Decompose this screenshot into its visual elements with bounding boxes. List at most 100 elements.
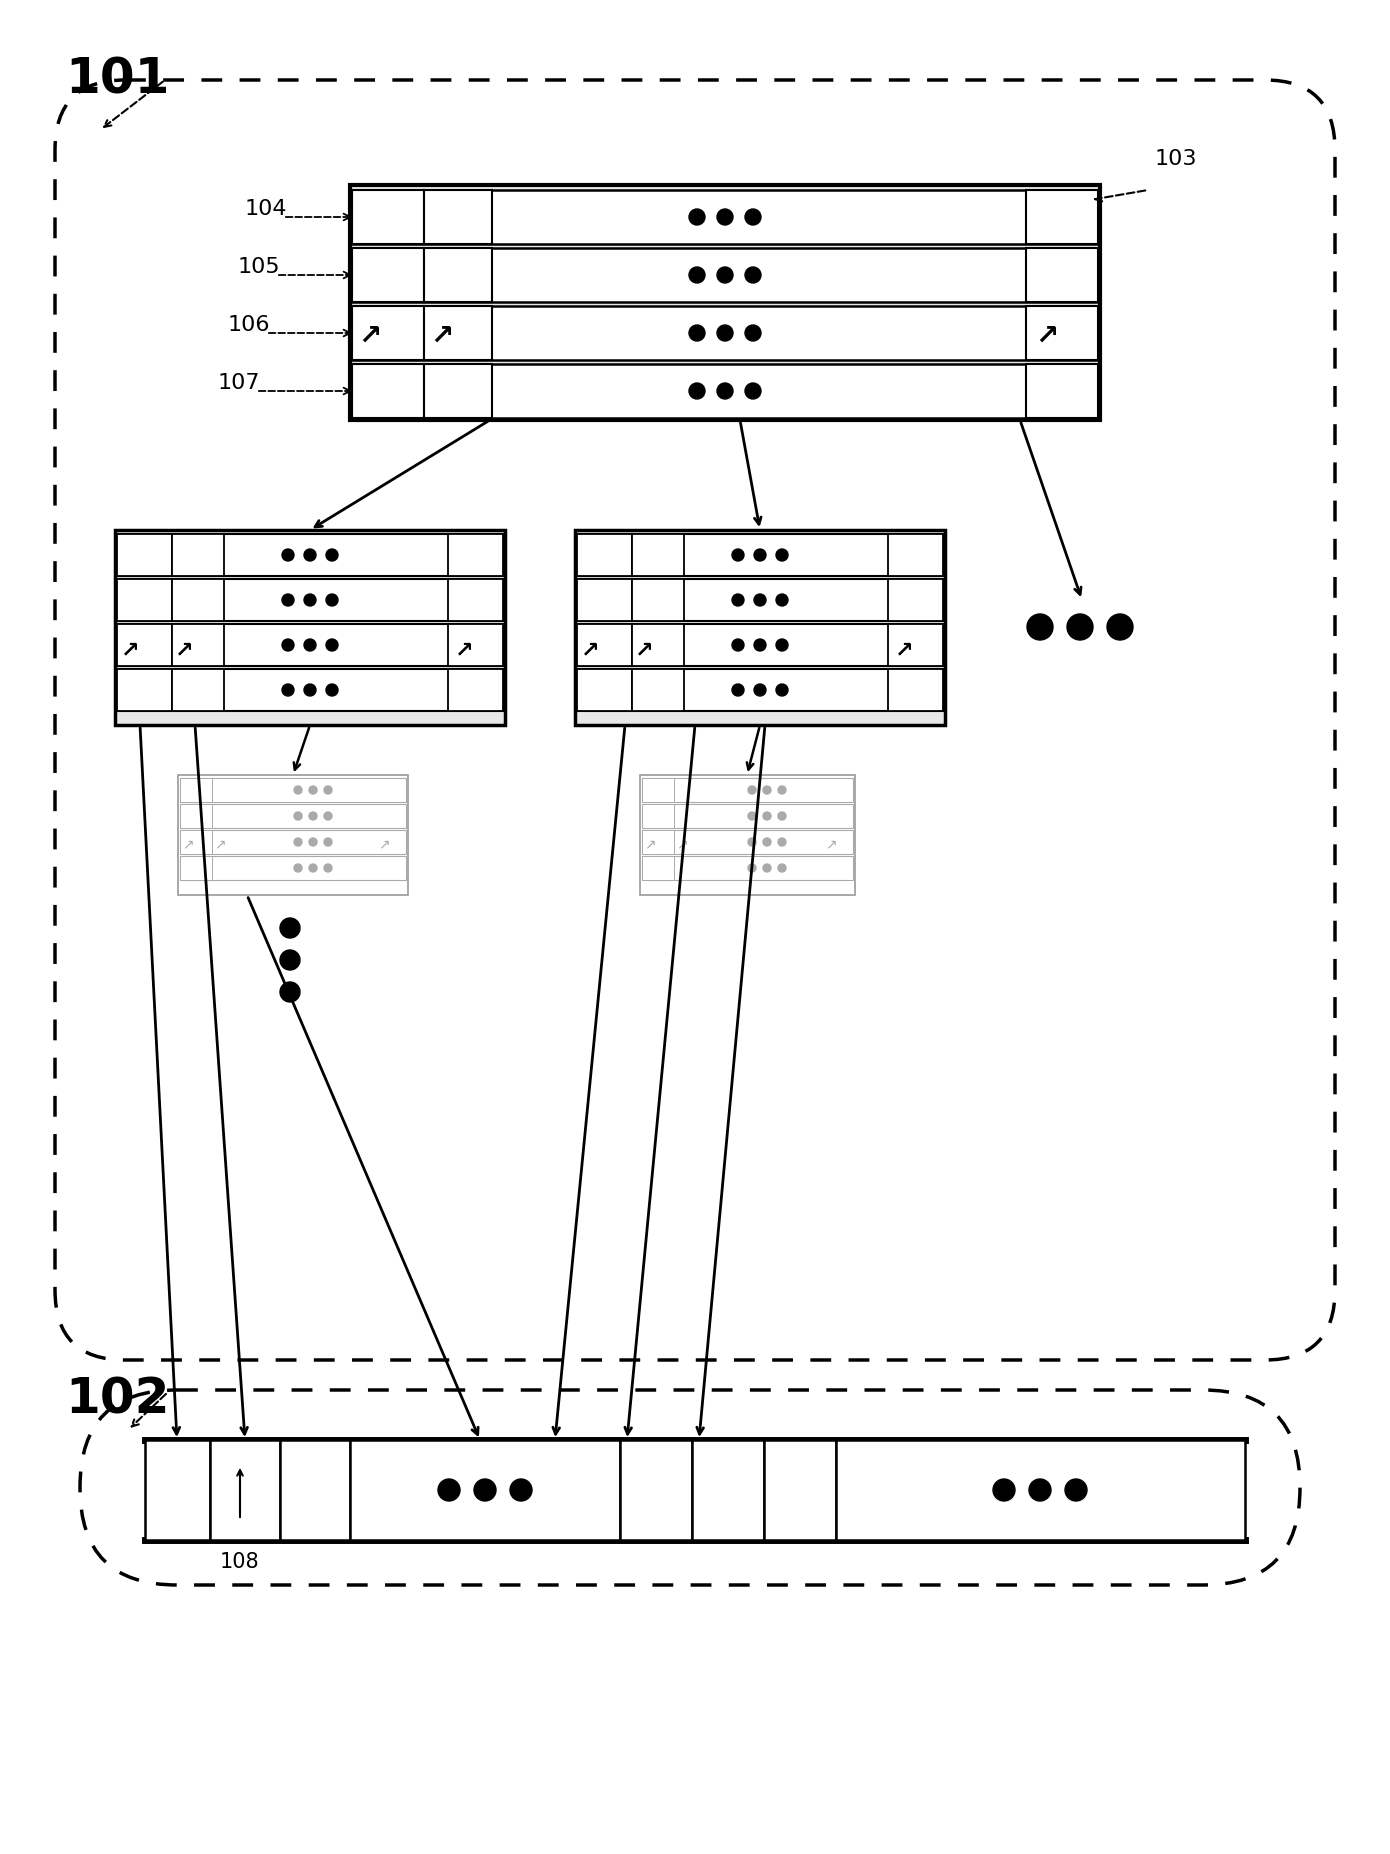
Circle shape xyxy=(763,838,771,845)
Text: ↗: ↗ xyxy=(676,836,688,851)
Circle shape xyxy=(324,786,332,794)
Bar xyxy=(352,248,424,302)
Circle shape xyxy=(753,640,766,651)
Bar xyxy=(179,779,213,803)
Bar xyxy=(577,669,632,710)
Bar xyxy=(575,530,945,725)
Bar xyxy=(632,534,684,577)
Bar xyxy=(117,534,503,577)
Text: ↗: ↗ xyxy=(455,640,474,660)
Bar xyxy=(117,669,503,710)
Bar xyxy=(117,578,172,621)
Circle shape xyxy=(282,549,295,562)
Bar xyxy=(577,534,632,577)
Bar xyxy=(692,1441,765,1541)
Circle shape xyxy=(717,324,733,341)
Circle shape xyxy=(776,684,788,695)
Text: ↗: ↗ xyxy=(121,640,139,660)
Bar xyxy=(172,669,224,710)
Circle shape xyxy=(474,1479,496,1502)
Circle shape xyxy=(776,640,788,651)
Circle shape xyxy=(745,324,760,341)
Bar xyxy=(642,805,674,829)
Bar xyxy=(577,625,632,666)
FancyBboxPatch shape xyxy=(56,80,1334,1361)
Bar xyxy=(172,625,224,666)
Circle shape xyxy=(304,549,316,562)
Bar xyxy=(448,578,503,621)
Bar xyxy=(1026,363,1098,417)
Circle shape xyxy=(304,684,316,695)
Circle shape xyxy=(282,593,295,606)
Text: ↗: ↗ xyxy=(895,640,913,660)
Circle shape xyxy=(1027,614,1054,640)
Bar xyxy=(642,831,853,855)
Bar xyxy=(642,779,853,803)
Bar xyxy=(179,831,213,855)
Bar xyxy=(1026,248,1098,302)
Bar xyxy=(179,857,406,881)
Circle shape xyxy=(279,949,300,970)
Bar xyxy=(632,625,684,666)
Text: ↗: ↗ xyxy=(635,640,653,660)
Text: 105: 105 xyxy=(238,258,281,276)
Bar xyxy=(424,189,492,245)
Circle shape xyxy=(510,1479,532,1502)
Circle shape xyxy=(745,210,760,224)
Bar xyxy=(888,669,942,710)
Text: 101: 101 xyxy=(65,56,170,104)
Bar xyxy=(279,1441,350,1541)
Bar xyxy=(179,805,406,829)
Circle shape xyxy=(327,593,338,606)
Circle shape xyxy=(304,640,316,651)
Bar xyxy=(577,625,942,666)
Bar xyxy=(117,625,503,666)
Circle shape xyxy=(748,838,756,845)
Circle shape xyxy=(763,812,771,819)
Text: 103: 103 xyxy=(1155,148,1198,169)
Bar xyxy=(145,1441,210,1541)
Circle shape xyxy=(763,786,771,794)
FancyBboxPatch shape xyxy=(81,1390,1300,1585)
Bar xyxy=(620,1441,692,1541)
Circle shape xyxy=(279,918,300,938)
Circle shape xyxy=(717,267,733,284)
Circle shape xyxy=(753,549,766,562)
Circle shape xyxy=(992,1479,1015,1502)
Bar xyxy=(350,185,1099,421)
Text: 104: 104 xyxy=(245,198,288,219)
Circle shape xyxy=(304,593,316,606)
Bar xyxy=(352,248,1098,302)
Bar xyxy=(352,306,424,360)
Bar xyxy=(577,578,942,621)
Circle shape xyxy=(689,267,705,284)
Text: ↗: ↗ xyxy=(826,836,837,851)
Circle shape xyxy=(733,640,744,651)
Bar xyxy=(179,857,213,881)
Bar xyxy=(888,534,942,577)
Bar xyxy=(172,578,224,621)
Text: ↗: ↗ xyxy=(214,836,225,851)
Bar xyxy=(577,534,942,577)
Bar xyxy=(117,625,172,666)
Circle shape xyxy=(778,786,785,794)
Circle shape xyxy=(717,210,733,224)
Bar xyxy=(352,306,1098,360)
Circle shape xyxy=(733,549,744,562)
Circle shape xyxy=(327,549,338,562)
Text: 102: 102 xyxy=(65,1376,170,1424)
Circle shape xyxy=(748,812,756,819)
Bar xyxy=(179,831,406,855)
Circle shape xyxy=(309,864,317,871)
Bar xyxy=(352,363,1098,417)
Circle shape xyxy=(689,324,705,341)
Bar xyxy=(179,805,213,829)
Bar xyxy=(642,805,853,829)
Bar xyxy=(352,189,424,245)
Bar xyxy=(1026,306,1098,360)
Circle shape xyxy=(295,786,302,794)
Bar xyxy=(352,363,424,417)
Bar xyxy=(352,189,1098,245)
Bar xyxy=(448,669,503,710)
Bar xyxy=(117,534,172,577)
